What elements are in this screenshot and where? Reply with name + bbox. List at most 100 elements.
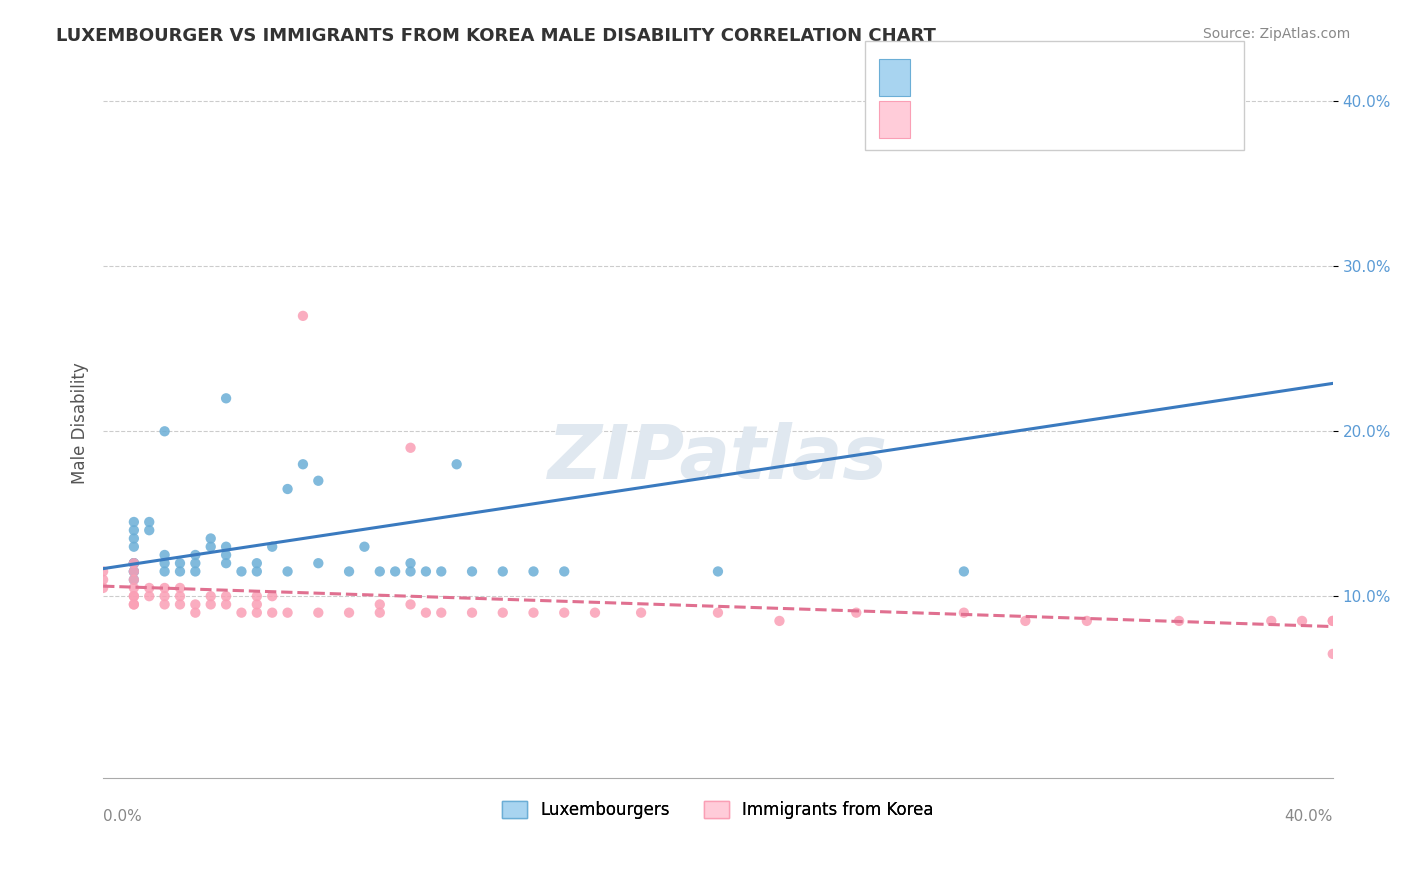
Point xyxy=(122,556,145,570)
Point xyxy=(122,573,145,587)
Point xyxy=(122,540,145,554)
Point xyxy=(153,425,176,439)
Point xyxy=(461,565,484,579)
Point xyxy=(430,606,453,620)
Point xyxy=(583,606,606,620)
Point xyxy=(122,515,145,529)
Point xyxy=(153,548,176,562)
Point xyxy=(384,565,406,579)
Point xyxy=(277,565,299,579)
Point xyxy=(1260,614,1282,628)
Point xyxy=(277,482,299,496)
Point xyxy=(200,540,222,554)
Point xyxy=(415,606,437,620)
Point xyxy=(122,556,145,570)
Point xyxy=(122,556,145,570)
Point xyxy=(138,589,160,603)
Point xyxy=(246,556,269,570)
Point xyxy=(169,589,191,603)
Point xyxy=(337,606,360,620)
Point xyxy=(291,457,314,471)
Point xyxy=(184,565,207,579)
Point xyxy=(153,565,176,579)
Text: ZIPatlas: ZIPatlas xyxy=(548,422,889,495)
Point xyxy=(215,540,238,554)
Point xyxy=(122,598,145,612)
Point xyxy=(399,598,422,612)
Point xyxy=(122,589,145,603)
Point xyxy=(337,565,360,579)
Point xyxy=(169,598,191,612)
Point xyxy=(153,556,176,570)
Point xyxy=(138,515,160,529)
Point xyxy=(153,581,176,595)
Point xyxy=(522,565,544,579)
Text: R =: R = xyxy=(918,68,955,86)
Point xyxy=(215,548,238,562)
Point xyxy=(707,565,730,579)
Point xyxy=(122,581,145,595)
Text: LUXEMBOURGER VS IMMIGRANTS FROM KOREA MALE DISABILITY CORRELATION CHART: LUXEMBOURGER VS IMMIGRANTS FROM KOREA MA… xyxy=(56,27,936,45)
Point xyxy=(353,540,375,554)
Text: 61: 61 xyxy=(1033,111,1054,128)
Point xyxy=(277,606,299,620)
Point xyxy=(291,309,314,323)
Point xyxy=(492,565,515,579)
Point xyxy=(153,589,176,603)
Point xyxy=(91,573,114,587)
Point xyxy=(492,606,515,620)
Point xyxy=(1168,614,1191,628)
Point xyxy=(122,532,145,546)
Point xyxy=(1291,614,1313,628)
Point xyxy=(184,606,207,620)
Point xyxy=(200,598,222,612)
Point xyxy=(953,565,976,579)
Point xyxy=(153,598,176,612)
Point xyxy=(446,457,468,471)
Point xyxy=(1322,614,1344,628)
Point xyxy=(184,548,207,562)
Point xyxy=(215,556,238,570)
Point xyxy=(262,589,284,603)
Point xyxy=(768,614,790,628)
Point xyxy=(246,589,269,603)
Y-axis label: Male Disability: Male Disability xyxy=(72,362,89,484)
Point xyxy=(1322,614,1344,628)
Point xyxy=(953,606,976,620)
Point xyxy=(215,589,238,603)
Point xyxy=(1014,614,1036,628)
Text: 0.0%: 0.0% xyxy=(103,809,142,824)
Point xyxy=(122,565,145,579)
Point xyxy=(246,606,269,620)
Point xyxy=(553,565,575,579)
Point xyxy=(200,532,222,546)
Point xyxy=(368,606,391,620)
Point xyxy=(246,598,269,612)
Text: N =: N = xyxy=(1005,111,1042,128)
Point xyxy=(231,565,253,579)
Text: 40.0%: 40.0% xyxy=(1285,809,1333,824)
Point xyxy=(169,556,191,570)
Text: R =: R = xyxy=(918,111,955,128)
Point xyxy=(307,556,329,570)
Point xyxy=(169,565,191,579)
Point xyxy=(1353,614,1375,628)
Point xyxy=(1076,614,1098,628)
Point xyxy=(307,606,329,620)
Point xyxy=(138,581,160,595)
Point xyxy=(1353,614,1375,628)
Text: 52: 52 xyxy=(1033,68,1054,86)
Point xyxy=(122,573,145,587)
Point xyxy=(307,474,329,488)
Point xyxy=(122,523,145,537)
Point xyxy=(231,606,253,620)
Point xyxy=(122,589,145,603)
Legend: Luxembourgers, Immigrants from Korea: Luxembourgers, Immigrants from Korea xyxy=(496,795,941,826)
Point xyxy=(91,581,114,595)
Point xyxy=(200,589,222,603)
Point xyxy=(630,606,652,620)
Point xyxy=(845,606,868,620)
Point xyxy=(399,441,422,455)
Point xyxy=(1322,647,1344,661)
Point xyxy=(122,556,145,570)
